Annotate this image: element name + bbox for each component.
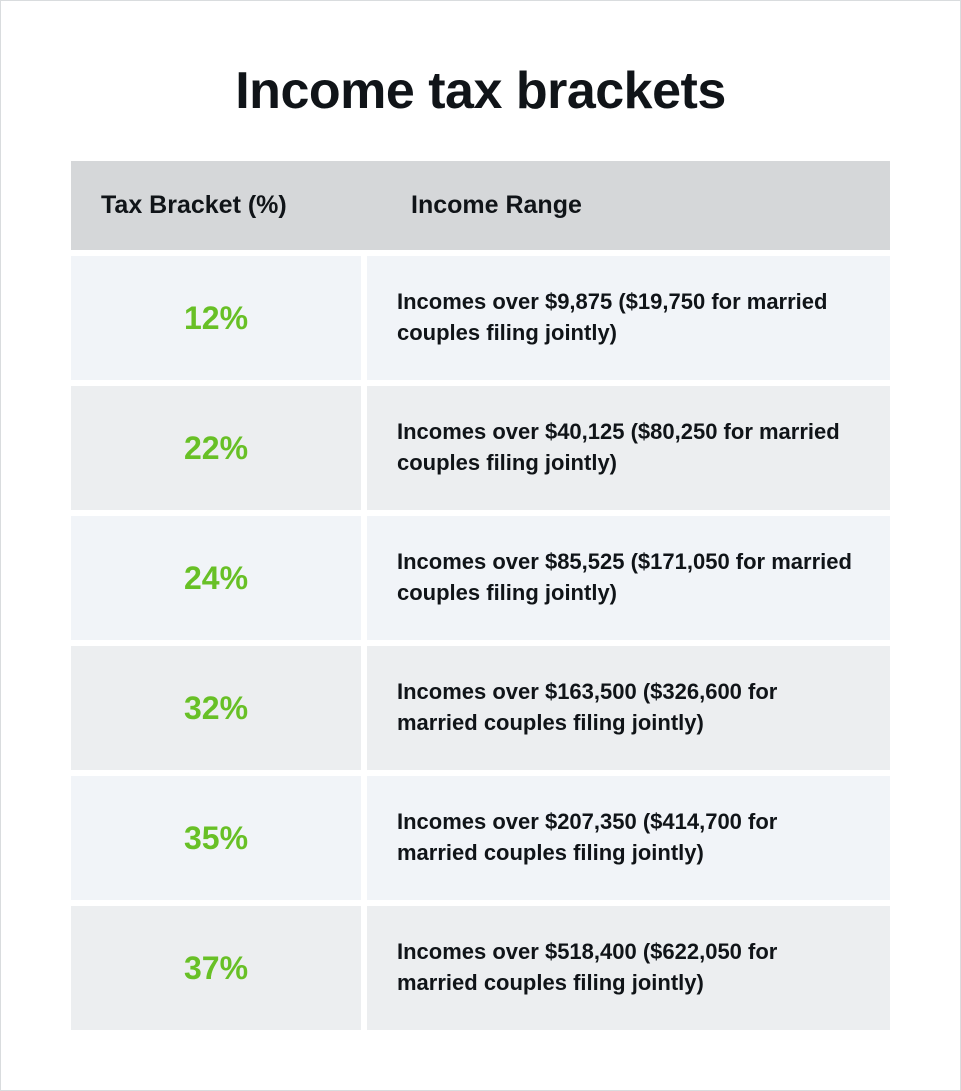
table-row: 32% Incomes over $163,500 ($326,600 for … <box>71 646 890 770</box>
bracket-value: 22% <box>71 386 361 510</box>
table-header-row: Tax Bracket (%) Income Range <box>71 161 890 250</box>
column-header-range: Income Range <box>391 191 890 220</box>
income-range-value: Incomes over $9,875 ($19,750 for married… <box>367 256 890 380</box>
income-range-value: Incomes over $40,125 ($80,250 for marrie… <box>367 386 890 510</box>
bracket-value: 32% <box>71 646 361 770</box>
table-row: 37% Incomes over $518,400 ($622,050 for … <box>71 906 890 1030</box>
column-header-bracket: Tax Bracket (%) <box>71 191 391 220</box>
bracket-value: 35% <box>71 776 361 900</box>
bracket-value: 12% <box>71 256 361 380</box>
tax-brackets-card: Income tax brackets Tax Bracket (%) Inco… <box>0 0 961 1091</box>
table-row: 24% Incomes over $85,525 ($171,050 for m… <box>71 516 890 640</box>
bracket-value: 37% <box>71 906 361 1030</box>
income-range-value: Incomes over $207,350 ($414,700 for marr… <box>367 776 890 900</box>
table-row: 35% Incomes over $207,350 ($414,700 for … <box>71 776 890 900</box>
table-row: 12% Incomes over $9,875 ($19,750 for mar… <box>71 256 890 380</box>
page-title: Income tax brackets <box>71 61 890 121</box>
income-range-value: Incomes over $163,500 ($326,600 for marr… <box>367 646 890 770</box>
income-range-value: Incomes over $85,525 ($171,050 for marri… <box>367 516 890 640</box>
income-range-value: Incomes over $518,400 ($622,050 for marr… <box>367 906 890 1030</box>
bracket-value: 24% <box>71 516 361 640</box>
table-row: 22% Incomes over $40,125 ($80,250 for ma… <box>71 386 890 510</box>
